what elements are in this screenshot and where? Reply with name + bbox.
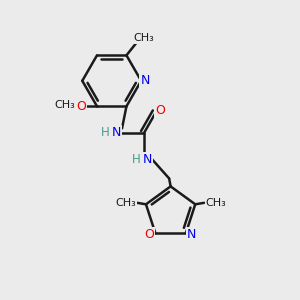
Text: N: N	[142, 153, 152, 166]
Text: CH₃: CH₃	[206, 198, 226, 208]
Text: H: H	[101, 126, 110, 139]
Text: CH₃: CH₃	[115, 198, 136, 208]
Text: N: N	[112, 126, 121, 139]
Text: N: N	[140, 74, 150, 87]
Text: CH₃: CH₃	[134, 33, 154, 43]
Text: N: N	[187, 228, 196, 241]
Text: O: O	[145, 228, 154, 241]
Text: CH₃: CH₃	[54, 100, 75, 110]
Text: H: H	[132, 153, 140, 166]
Text: O: O	[155, 104, 165, 117]
Text: O: O	[76, 100, 86, 113]
